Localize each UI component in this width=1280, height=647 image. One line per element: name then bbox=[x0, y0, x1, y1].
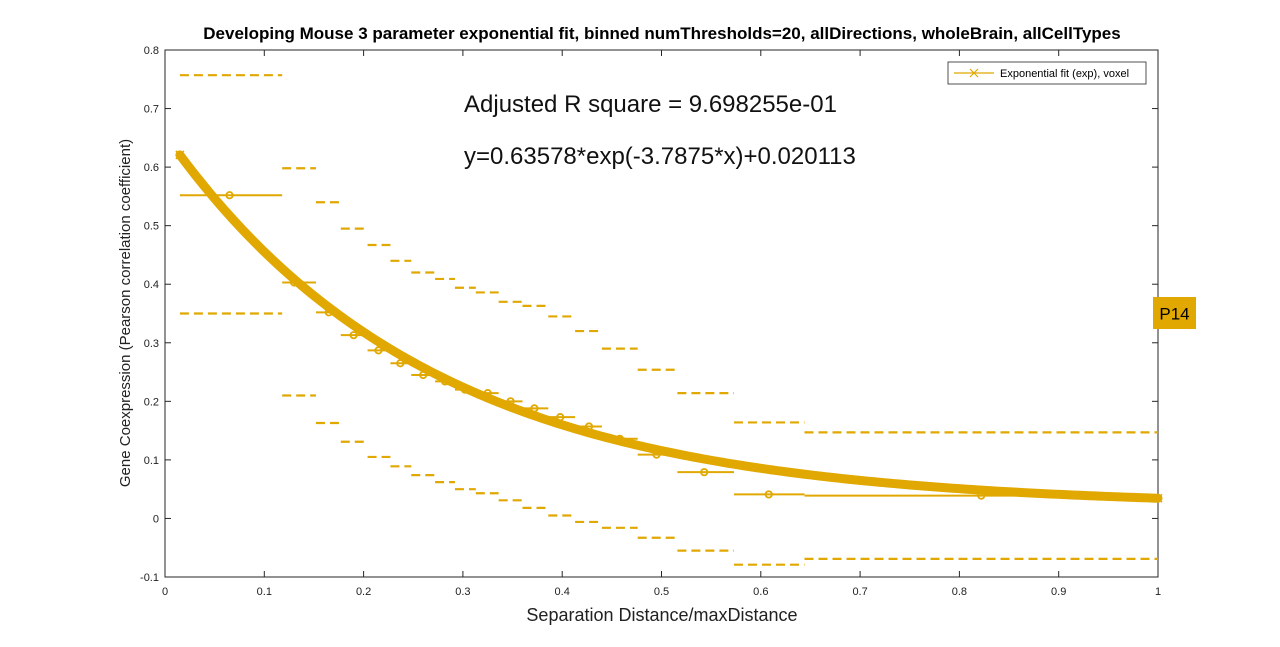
bin-mean-point bbox=[700, 468, 709, 477]
y-tick-label: 0.7 bbox=[144, 104, 159, 116]
x-tick-label: 1 bbox=[1155, 586, 1161, 598]
legend-entry-label: Exponential fit (exp), voxel bbox=[1000, 68, 1129, 80]
x-tick-label: 0.5 bbox=[654, 586, 669, 598]
chart-title: Developing Mouse 3 parameter exponential… bbox=[203, 24, 1120, 43]
y-tick-label: -0.1 bbox=[140, 572, 159, 584]
exponential-fit-curve bbox=[175, 150, 1163, 503]
x-tick-label: 0.7 bbox=[852, 586, 867, 598]
y-tick-label: 0 bbox=[153, 513, 159, 525]
y-tick-label: 0.2 bbox=[144, 396, 159, 408]
badge-background bbox=[1153, 297, 1196, 329]
y-tick-label: 0.3 bbox=[144, 338, 159, 350]
bin-bands bbox=[179, 74, 1158, 566]
y-tick-label: 0.4 bbox=[144, 279, 159, 291]
y-axis-label: Gene Coexpression (Pearson correlation c… bbox=[117, 139, 134, 487]
x-axis: 0 0.1 0.2 0.3 0.4 0.5 0.6 0.7 0.8 0.9 1 bbox=[162, 50, 1161, 598]
legend-x-marker bbox=[969, 68, 979, 78]
bin-mean-point bbox=[764, 490, 773, 499]
x-tick-label: 0 bbox=[162, 586, 168, 598]
bin-mean-point bbox=[225, 191, 234, 200]
badge-label: P14 bbox=[1159, 305, 1189, 324]
x-tick-label: 0.3 bbox=[455, 586, 470, 598]
y-axis: -0.1 0 0.1 0.2 0.3 0.4 0.5 0.6 0.7 0.8 bbox=[140, 45, 1158, 584]
x-axis-label: Separation Distance/maxDistance bbox=[526, 605, 797, 625]
fit-end-x-marker bbox=[1153, 493, 1163, 503]
bin-mean-point bbox=[374, 346, 383, 355]
y-tick-label: 0.1 bbox=[144, 455, 159, 467]
bin-mean-point bbox=[349, 331, 358, 340]
legend-box bbox=[947, 61, 1147, 85]
x-tick-label: 0.6 bbox=[753, 586, 768, 598]
fit-end-x-marker bbox=[175, 150, 185, 160]
x-tick-label: 0.1 bbox=[257, 586, 272, 598]
fit-end-markers bbox=[175, 150, 1163, 503]
y-tick-label: 0.6 bbox=[144, 162, 159, 174]
x-tick-label: 0.4 bbox=[555, 586, 570, 598]
equation-annotation: y=0.63578*exp(-3.7875*x)+0.020113 bbox=[464, 143, 856, 170]
x-tick-label: 0.8 bbox=[952, 586, 967, 598]
y-tick-label: 0.8 bbox=[144, 45, 159, 57]
p14-badge: P14 bbox=[1153, 297, 1196, 329]
x-tick-label: 0.2 bbox=[356, 586, 371, 598]
legend[interactable]: Exponential fit (exp), voxel bbox=[947, 61, 1147, 85]
r-square-annotation: Adjusted R square = 9.698255e-01 bbox=[464, 91, 837, 118]
y-tick-label: 0.5 bbox=[144, 221, 159, 233]
x-tick-label: 0.9 bbox=[1051, 586, 1066, 598]
plot-area bbox=[164, 49, 1159, 578]
